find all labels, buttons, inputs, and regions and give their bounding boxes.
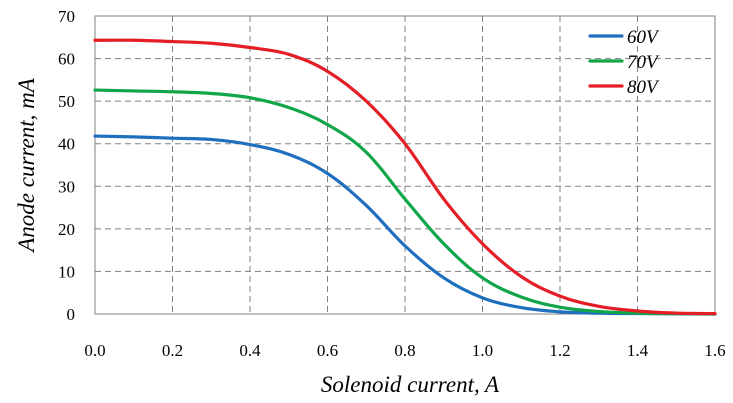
y-tick-label: 20 bbox=[58, 220, 75, 239]
series-line-80V bbox=[93, 38, 717, 316]
x-tick-label: 0.2 bbox=[162, 341, 183, 360]
y-tick-label: 40 bbox=[58, 135, 75, 154]
y-tick-label: 0 bbox=[67, 305, 76, 324]
x-tick-label: 0.6 bbox=[317, 341, 338, 360]
y-tick-label: 30 bbox=[58, 177, 75, 196]
x-tick-label: 0.4 bbox=[239, 341, 261, 360]
x-tick-label: 0.0 bbox=[84, 341, 105, 360]
legend-label-80V: 80V bbox=[627, 77, 660, 98]
series-line-70V bbox=[93, 88, 717, 316]
y-tick-label: 60 bbox=[58, 50, 75, 69]
plot-frame bbox=[94, 15, 716, 315]
legend-label-60V: 60V bbox=[627, 27, 660, 48]
x-tick-label: 0.8 bbox=[394, 341, 415, 360]
ticks-layer: 0.0 0.2 0.4 0.6 0.8 1.0 1.2 1.4 1.6 0 10 20 30 40 50 60… bbox=[58, 7, 726, 360]
x-tick-label: 1.4 bbox=[627, 341, 649, 360]
x-tick-label: 1.6 bbox=[704, 341, 725, 360]
y-tick-label: 50 bbox=[58, 92, 75, 111]
x-axis-title: Solenoid current, A bbox=[321, 372, 500, 397]
legend: 60V 70V 80V bbox=[588, 27, 660, 98]
series-layer bbox=[93, 38, 717, 316]
y-tick-label: 10 bbox=[58, 262, 75, 281]
y-axis-title: Anode current, mA bbox=[14, 77, 39, 253]
y-tick-label: 70 bbox=[58, 7, 75, 26]
x-tick-label: 1.0 bbox=[472, 341, 493, 360]
legend-label-70V: 70V bbox=[627, 52, 660, 73]
x-tick-label: 1.2 bbox=[549, 341, 570, 360]
